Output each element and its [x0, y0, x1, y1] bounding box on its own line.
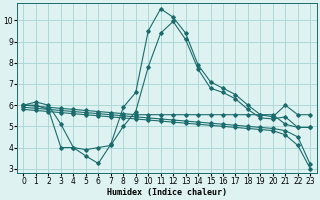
X-axis label: Humidex (Indice chaleur): Humidex (Indice chaleur): [107, 188, 227, 197]
